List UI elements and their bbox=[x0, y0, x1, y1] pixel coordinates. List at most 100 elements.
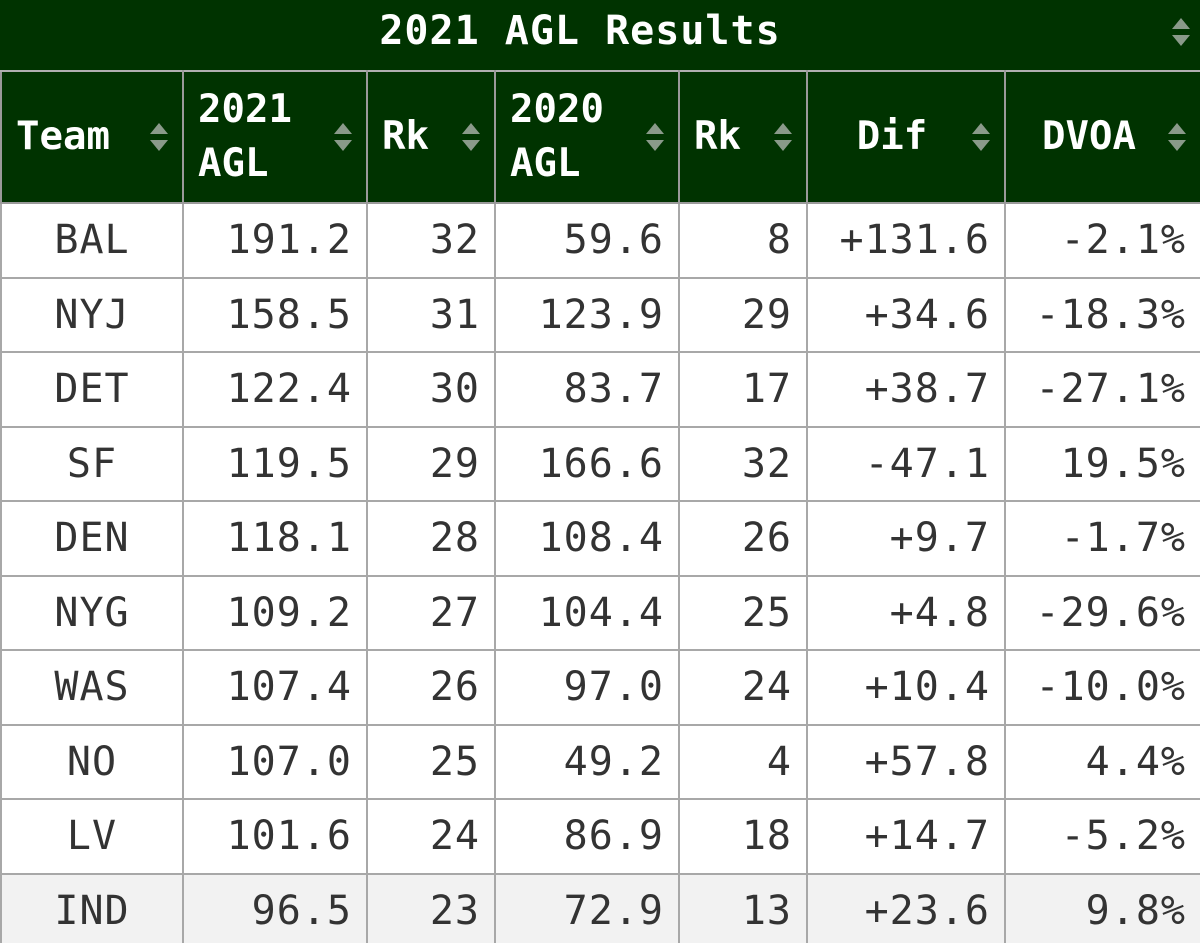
column-header-label-line2: AGL bbox=[510, 141, 581, 186]
cell-dvoa: 19.5% bbox=[1004, 425, 1200, 502]
cell-rk-2020: 8 bbox=[678, 202, 808, 279]
cell-2021-agl: 107.0 bbox=[182, 723, 368, 800]
cell-2021-agl: 109.2 bbox=[182, 574, 368, 651]
cell-dvoa: -29.6% bbox=[1004, 574, 1200, 651]
cell-dif: +4.8 bbox=[806, 574, 1006, 651]
cell-rk-2020: 4 bbox=[678, 723, 808, 800]
cell-2020-agl: 83.7 bbox=[494, 351, 680, 428]
column-header-dvoa[interactable]: DVOA bbox=[1004, 70, 1200, 204]
cell-rk-2020: 32 bbox=[678, 425, 808, 502]
cell-dif: +131.6 bbox=[806, 202, 1006, 279]
table-body: BAL 191.2 32 59.6 8 +131.6 -2.1% NYJ 158… bbox=[0, 202, 1200, 943]
cell-rk-2021: 25 bbox=[366, 723, 496, 800]
cell-dvoa: -5.2% bbox=[1004, 798, 1200, 875]
cell-2020-agl: 108.4 bbox=[494, 500, 680, 577]
sort-icon[interactable] bbox=[332, 121, 354, 153]
cell-team: NYJ bbox=[0, 276, 184, 353]
cell-dif: +23.6 bbox=[806, 872, 1006, 943]
cell-dif: +38.7 bbox=[806, 351, 1006, 428]
table-row: DEN 118.1 28 108.4 26 +9.7 -1.7% bbox=[0, 500, 1200, 577]
table-row: BAL 191.2 32 59.6 8 +131.6 -2.1% bbox=[0, 202, 1200, 279]
cell-dvoa: -10.0% bbox=[1004, 649, 1200, 726]
sort-icon[interactable] bbox=[644, 121, 666, 153]
table-row: NO 107.0 25 49.2 4 +57.8 4.4% bbox=[0, 723, 1200, 800]
table-row: WAS 107.4 26 97.0 24 +10.4 -10.0% bbox=[0, 649, 1200, 726]
cell-2020-agl: 72.9 bbox=[494, 872, 680, 943]
table-row: DET 122.4 30 83.7 17 +38.7 -27.1% bbox=[0, 351, 1200, 428]
cell-2021-agl: 191.2 bbox=[182, 202, 368, 279]
sort-icon[interactable] bbox=[970, 121, 992, 153]
cell-rk-2020: 29 bbox=[678, 276, 808, 353]
cell-2021-agl: 107.4 bbox=[182, 649, 368, 726]
cell-rk-2020: 26 bbox=[678, 500, 808, 577]
cell-dif: +9.7 bbox=[806, 500, 1006, 577]
column-header-label: Team bbox=[16, 114, 110, 159]
table-row: SF 119.5 29 166.6 32 -47.1 19.5% bbox=[0, 425, 1200, 502]
cell-rk-2021: 23 bbox=[366, 872, 496, 943]
column-header-label-line2: AGL bbox=[198, 141, 269, 186]
column-header-label-group: 2020 AGL bbox=[496, 83, 678, 191]
sort-icon[interactable] bbox=[1170, 16, 1192, 48]
cell-team: NYG bbox=[0, 574, 184, 651]
sort-icon[interactable] bbox=[460, 121, 482, 153]
column-header-label-group: 2021 AGL bbox=[184, 83, 366, 191]
sort-icon[interactable] bbox=[772, 121, 794, 153]
cell-2021-agl: 96.5 bbox=[182, 872, 368, 943]
column-header-2020-agl[interactable]: 2020 AGL bbox=[494, 70, 680, 204]
table-title: 2021 AGL Results bbox=[379, 8, 781, 54]
cell-rk-2021: 32 bbox=[366, 202, 496, 279]
table-row: LV 101.6 24 86.9 18 +14.7 -5.2% bbox=[0, 798, 1200, 875]
cell-dif: -47.1 bbox=[806, 425, 1006, 502]
table-title-bar[interactable]: 2021 AGL Results bbox=[0, 0, 1200, 70]
column-header-label: DVOA bbox=[1042, 114, 1136, 159]
cell-dif: +57.8 bbox=[806, 723, 1006, 800]
cell-2020-agl: 59.6 bbox=[494, 202, 680, 279]
cell-dvoa: 4.4% bbox=[1004, 723, 1200, 800]
cell-rk-2020: 17 bbox=[678, 351, 808, 428]
cell-2020-agl: 104.4 bbox=[494, 574, 680, 651]
cell-team: NO bbox=[0, 723, 184, 800]
sort-icon[interactable] bbox=[148, 121, 170, 153]
cell-rk-2020: 18 bbox=[678, 798, 808, 875]
cell-dvoa: -18.3% bbox=[1004, 276, 1200, 353]
cell-2021-agl: 119.5 bbox=[182, 425, 368, 502]
cell-rk-2020: 13 bbox=[678, 872, 808, 943]
cell-dvoa: 9.8% bbox=[1004, 872, 1200, 943]
cell-dif: +34.6 bbox=[806, 276, 1006, 353]
column-header-2021-agl[interactable]: 2021 AGL bbox=[182, 70, 368, 204]
cell-team: LV bbox=[0, 798, 184, 875]
cell-dvoa: -27.1% bbox=[1004, 351, 1200, 428]
column-header-rk-2021[interactable]: Rk bbox=[366, 70, 496, 204]
cell-2021-agl: 158.5 bbox=[182, 276, 368, 353]
cell-rk-2020: 25 bbox=[678, 574, 808, 651]
cell-2020-agl: 49.2 bbox=[494, 723, 680, 800]
column-header-team[interactable]: Team bbox=[0, 70, 184, 204]
cell-rk-2021: 28 bbox=[366, 500, 496, 577]
cell-2020-agl: 86.9 bbox=[494, 798, 680, 875]
cell-rk-2021: 31 bbox=[366, 276, 496, 353]
cell-dvoa: -1.7% bbox=[1004, 500, 1200, 577]
cell-2021-agl: 118.1 bbox=[182, 500, 368, 577]
cell-rk-2021: 30 bbox=[366, 351, 496, 428]
column-header-rk-2020[interactable]: Rk bbox=[678, 70, 808, 204]
cell-2020-agl: 123.9 bbox=[494, 276, 680, 353]
cell-2020-agl: 97.0 bbox=[494, 649, 680, 726]
cell-rk-2021: 26 bbox=[366, 649, 496, 726]
cell-dvoa: -2.1% bbox=[1004, 202, 1200, 279]
column-header-label: Rk bbox=[694, 114, 741, 159]
cell-team: SF bbox=[0, 425, 184, 502]
table-row: NYJ 158.5 31 123.9 29 +34.6 -18.3% bbox=[0, 276, 1200, 353]
cell-team: DEN bbox=[0, 500, 184, 577]
cell-rk-2021: 29 bbox=[366, 425, 496, 502]
cell-2020-agl: 166.6 bbox=[494, 425, 680, 502]
sort-icon[interactable] bbox=[1166, 121, 1188, 153]
cell-team: BAL bbox=[0, 202, 184, 279]
cell-team: DET bbox=[0, 351, 184, 428]
cell-team: IND bbox=[0, 872, 184, 943]
cell-team: WAS bbox=[0, 649, 184, 726]
column-header-dif[interactable]: Dif bbox=[806, 70, 1006, 204]
column-header-label: Dif bbox=[856, 114, 928, 159]
cell-rk-2020: 24 bbox=[678, 649, 808, 726]
column-header-label: 2020 bbox=[510, 87, 604, 132]
